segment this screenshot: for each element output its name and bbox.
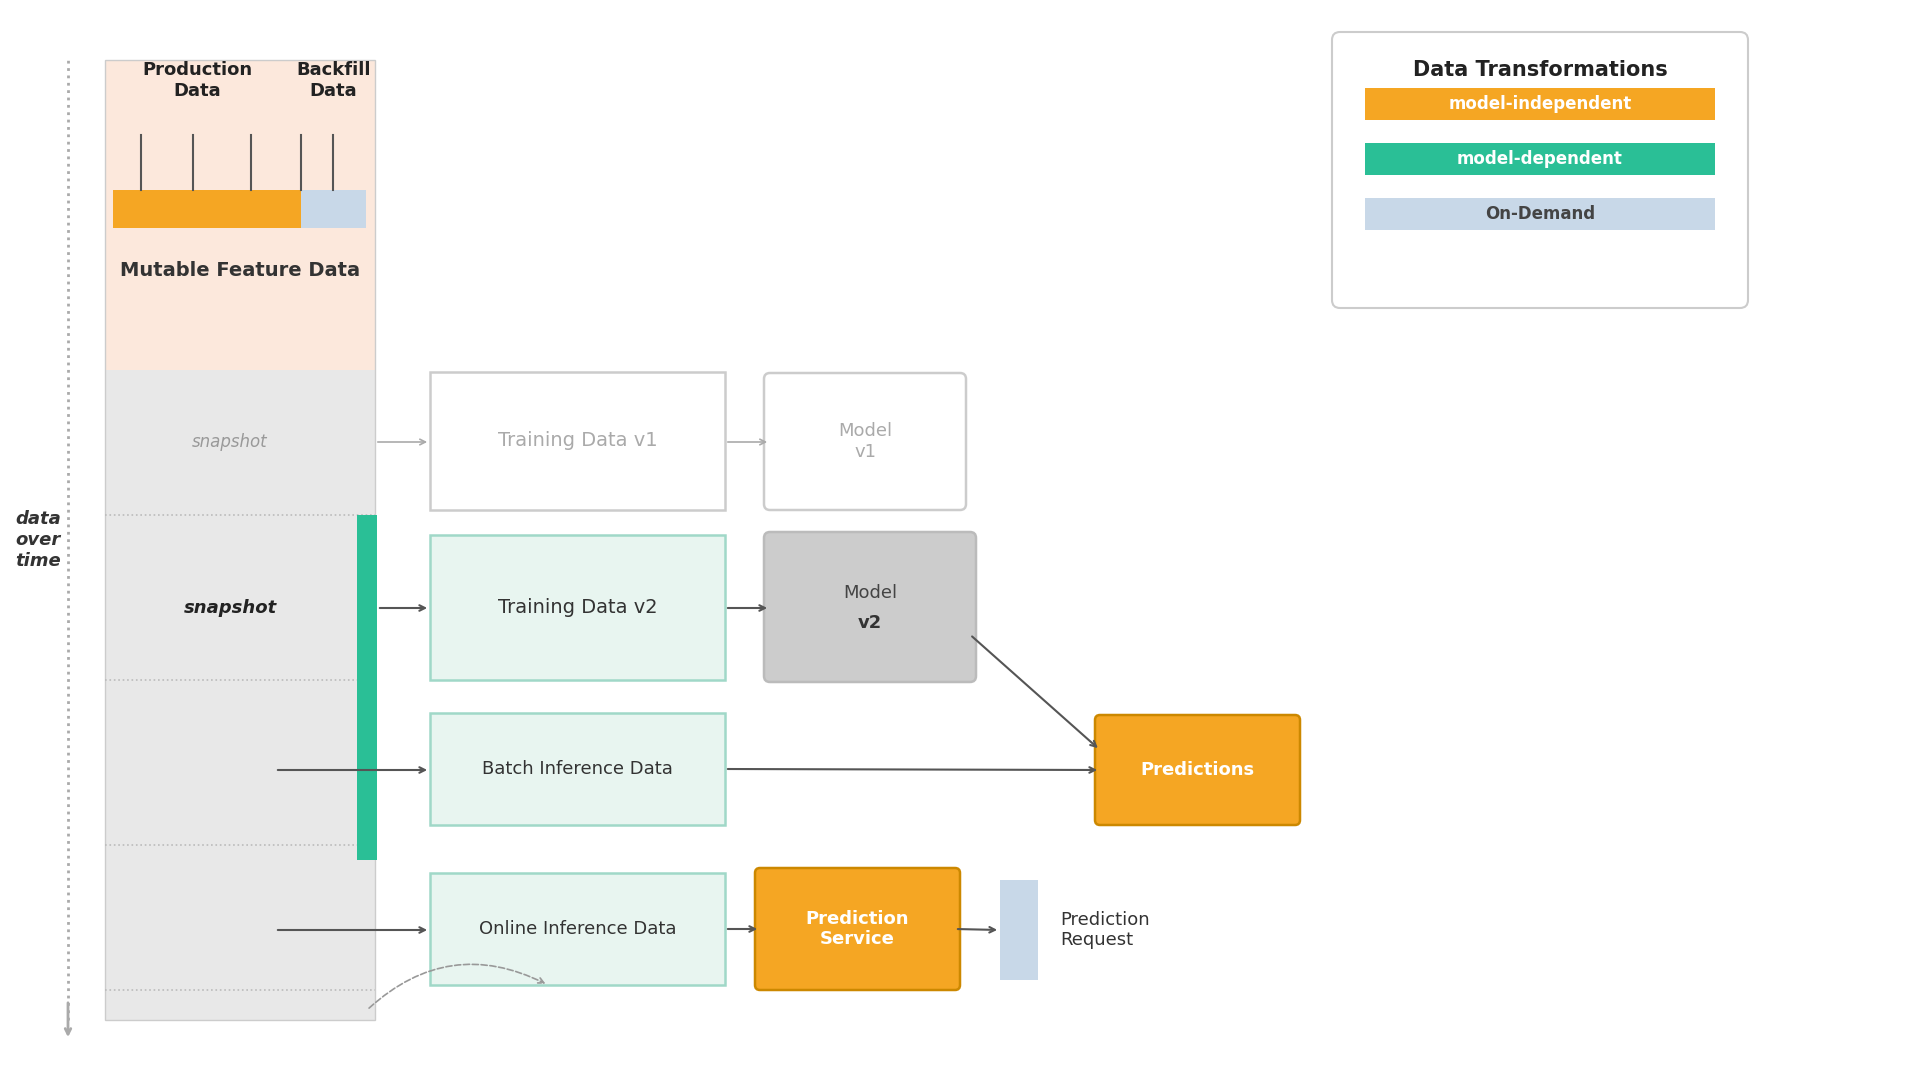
Text: Data Transformations: Data Transformations [1413,60,1667,80]
FancyBboxPatch shape [1365,198,1715,230]
FancyBboxPatch shape [357,515,376,860]
Text: Prediction
Service: Prediction Service [806,909,910,948]
FancyBboxPatch shape [764,373,966,510]
Text: Batch Inference Data: Batch Inference Data [482,760,672,778]
Text: model-independent: model-independent [1448,95,1632,113]
Text: Prediction
Request: Prediction Request [1060,910,1150,949]
FancyBboxPatch shape [301,190,367,228]
Text: Predictions: Predictions [1140,761,1254,779]
Text: Production
Data: Production Data [142,62,253,100]
FancyBboxPatch shape [1332,32,1747,308]
FancyBboxPatch shape [106,370,374,1020]
Text: snapshot: snapshot [184,599,276,617]
Text: data
over
time: data over time [15,510,61,570]
FancyBboxPatch shape [113,190,301,228]
FancyBboxPatch shape [430,713,726,825]
FancyBboxPatch shape [1365,87,1715,120]
FancyBboxPatch shape [755,868,960,990]
FancyBboxPatch shape [1094,715,1300,825]
Text: Model
v1: Model v1 [837,422,893,461]
FancyBboxPatch shape [1365,143,1715,175]
Text: Mutable Feature Data: Mutable Feature Data [119,260,361,280]
Text: model-dependent: model-dependent [1457,150,1622,168]
Text: v2: v2 [858,615,881,632]
Text: Training Data v2: Training Data v2 [497,598,657,617]
Text: Online Inference Data: Online Inference Data [478,920,676,939]
FancyBboxPatch shape [430,873,726,985]
FancyBboxPatch shape [764,532,975,681]
Text: Model: Model [843,584,897,602]
Text: On-Demand: On-Demand [1484,205,1596,222]
FancyBboxPatch shape [1000,880,1039,980]
FancyBboxPatch shape [106,60,374,370]
FancyBboxPatch shape [430,372,726,510]
Text: snapshot: snapshot [192,433,267,451]
Text: Training Data v1: Training Data v1 [497,432,657,450]
Text: Backfill
Data: Backfill Data [296,62,371,100]
FancyBboxPatch shape [430,535,726,680]
